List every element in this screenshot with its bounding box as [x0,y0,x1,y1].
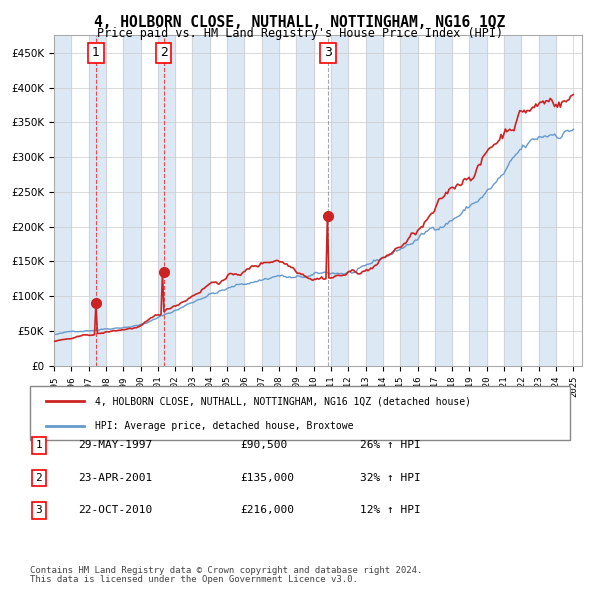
Text: 2: 2 [160,46,167,59]
Text: 2: 2 [35,473,43,483]
Bar [539,35,556,366]
Bar [193,35,210,366]
Bar [331,35,348,366]
Bar [158,35,175,366]
Text: 29-MAY-1997: 29-MAY-1997 [78,441,152,450]
Text: 12% ↑ HPI: 12% ↑ HPI [360,506,421,515]
Text: 1: 1 [92,46,100,59]
Text: 4, HOLBORN CLOSE, NUTHALL, NOTTINGHAM, NG16 1QZ (detached house): 4, HOLBORN CLOSE, NUTHALL, NOTTINGHAM, N… [95,396,471,407]
Bar [400,35,418,366]
Text: This data is licensed under the Open Government Licence v3.0.: This data is licensed under the Open Gov… [30,575,358,584]
Bar [54,35,71,366]
Text: £135,000: £135,000 [240,473,294,483]
Text: HPI: Average price, detached house, Broxtowe: HPI: Average price, detached house, Brox… [95,421,353,431]
Text: 22-OCT-2010: 22-OCT-2010 [78,506,152,515]
Text: 3: 3 [35,506,43,515]
Text: Contains HM Land Registry data © Crown copyright and database right 2024.: Contains HM Land Registry data © Crown c… [30,566,422,575]
Bar [262,35,279,366]
Bar [123,35,140,366]
Text: 3: 3 [324,46,332,59]
Bar [296,35,314,366]
Text: Price paid vs. HM Land Registry's House Price Index (HPI): Price paid vs. HM Land Registry's House … [97,27,503,40]
Text: 23-APR-2001: 23-APR-2001 [78,473,152,483]
Bar [365,35,383,366]
Bar [435,35,452,366]
Text: 1: 1 [35,441,43,450]
FancyBboxPatch shape [30,386,570,440]
Text: £90,500: £90,500 [240,441,287,450]
Bar [504,35,521,366]
Bar [469,35,487,366]
Text: 32% ↑ HPI: 32% ↑ HPI [360,473,421,483]
Text: 26% ↑ HPI: 26% ↑ HPI [360,441,421,450]
Text: 4, HOLBORN CLOSE, NUTHALL, NOTTINGHAM, NG16 1QZ: 4, HOLBORN CLOSE, NUTHALL, NOTTINGHAM, N… [94,15,506,30]
Bar [89,35,106,366]
Text: £216,000: £216,000 [240,506,294,515]
Bar [227,35,244,366]
